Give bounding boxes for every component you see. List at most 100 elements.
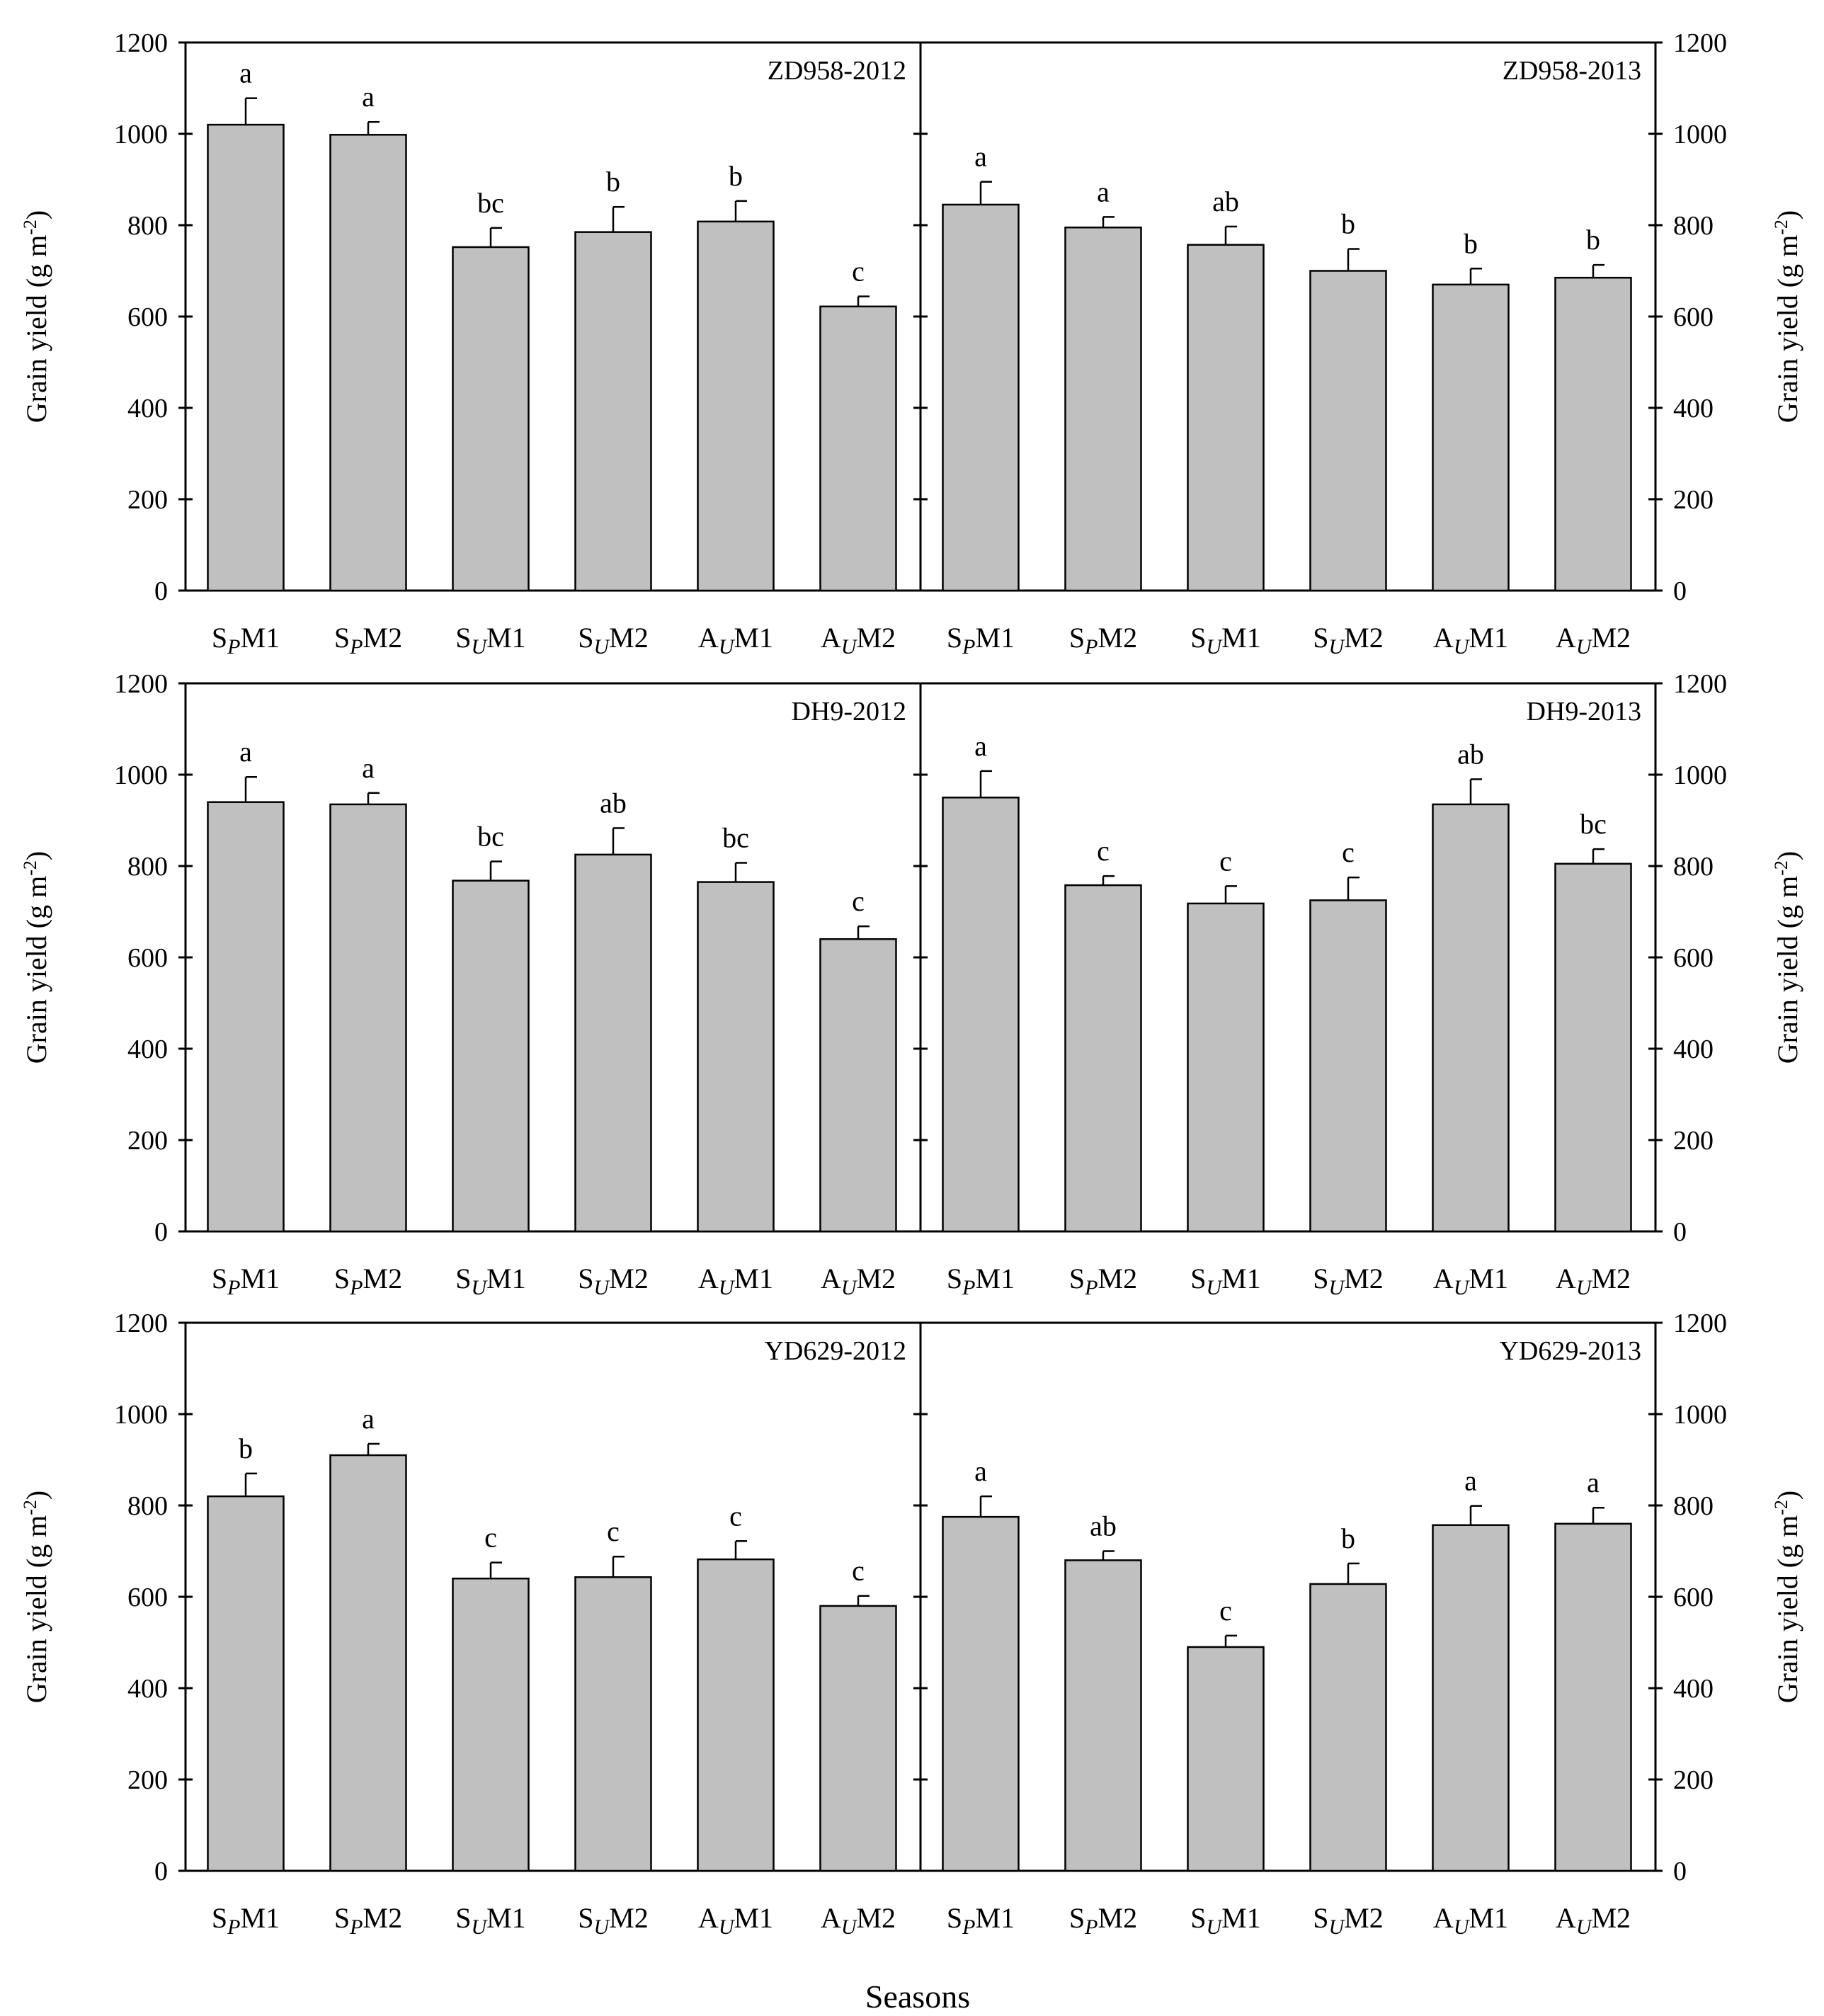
y-tick-label: 0	[1673, 576, 1687, 606]
y-tick-label: 800	[1673, 211, 1714, 241]
category-label: SUM2	[1313, 1902, 1384, 1939]
y-tick-label: 0	[154, 1857, 168, 1886]
y-tick-label: 1000	[114, 761, 168, 790]
category-label: SUM1	[455, 1263, 526, 1299]
bar	[207, 1495, 285, 1872]
x-axis-title: Seasons	[865, 1978, 970, 2015]
bar	[697, 881, 775, 1233]
category-label: SUM1	[1190, 622, 1261, 659]
significance-letter: a	[362, 1403, 375, 1435]
category-label: SPM1	[947, 622, 1015, 659]
y-tick-label: 200	[1673, 1126, 1714, 1156]
y-tick-label: 800	[1673, 1491, 1714, 1521]
significance-letter: a	[974, 141, 987, 173]
category-label: SUM2	[1313, 622, 1384, 659]
bar	[942, 797, 1020, 1233]
chart-panels: 0 200 400 600 800 1000 1200 Grain yield (g m-2)…	[20, 28, 1803, 1939]
bar	[697, 220, 775, 592]
y-tick-label: 200	[127, 1126, 168, 1156]
y-tick-label: 400	[1673, 1674, 1714, 1704]
category-label: AUM1	[698, 1263, 773, 1299]
category-label: SPM2	[1069, 622, 1137, 659]
significance-letter: a	[1097, 176, 1110, 207]
y-tick-label: 1200	[114, 1309, 168, 1338]
chart-panel: 0 200 400 600 800 1000 1200 Grain yield (g m-2)…	[913, 28, 1803, 659]
significance-letter: a	[1464, 1465, 1477, 1497]
panel-title: DH9-2013	[1526, 697, 1641, 727]
y-tick-label: 600	[1673, 1583, 1714, 1612]
y-tick-label: 1200	[1673, 28, 1727, 58]
significance-letter: b	[606, 166, 620, 198]
category-label: SUM2	[1313, 1263, 1384, 1299]
category-label: AUM1	[1433, 1263, 1508, 1299]
bar	[452, 879, 530, 1233]
significance-letter: ab	[1212, 186, 1239, 217]
bar	[452, 1577, 530, 1872]
y-tick-label: 0	[154, 1217, 168, 1247]
significance-letter: a	[362, 81, 375, 113]
y-tick-label: 200	[127, 485, 168, 515]
category-label: SUM1	[455, 1902, 526, 1939]
significance-letter: c	[1097, 835, 1110, 867]
bar	[1187, 902, 1265, 1233]
significance-letter: b	[1464, 227, 1478, 259]
y-tick-label: 400	[1673, 1035, 1714, 1064]
bar	[574, 853, 652, 1233]
category-label: AUM1	[1433, 1902, 1508, 1939]
category-label: AUM1	[698, 1902, 773, 1939]
category-label: SPM1	[212, 1902, 280, 1939]
category-label: SPM2	[1069, 1902, 1137, 1939]
y-axis-label: Grain yield (g m-2)	[20, 851, 52, 1064]
bar	[1187, 1646, 1265, 1872]
bar	[207, 123, 285, 592]
category-label: AUM1	[698, 622, 773, 659]
category-label: AUM1	[1433, 622, 1508, 659]
chart-panel: 0 200 400 600 800 1000 1200 Grain yield (g m-2)…	[20, 1309, 928, 1939]
y-tick-label: 0	[154, 576, 168, 606]
y-axis-label: Grain yield (g m-2)	[20, 210, 52, 423]
y-tick-label: 400	[127, 1674, 168, 1704]
y-tick-label: 600	[127, 302, 168, 332]
category-label: SUM1	[1190, 1263, 1261, 1299]
category-label: SPM1	[947, 1263, 1015, 1299]
y-axis-label: Grain yield (g m-2)	[1771, 851, 1803, 1064]
significance-letter: b	[1341, 208, 1355, 240]
bar	[1432, 1524, 1510, 1872]
category-label: SPM1	[947, 1902, 1015, 1939]
significance-letter: c	[852, 256, 865, 287]
bar	[942, 203, 1020, 592]
y-axis-label: Grain yield (g m-2)	[1771, 210, 1803, 423]
bar	[329, 1454, 407, 1872]
significance-letter: a	[239, 57, 252, 89]
panel-title: YD629-2013	[1499, 1336, 1641, 1366]
significance-letter: bc	[477, 821, 504, 853]
significance-letter: c	[607, 1515, 620, 1547]
bar	[1187, 244, 1265, 592]
significance-letter: b	[729, 160, 743, 192]
chart-panel: 0 200 400 600 800 1000 1200 Grain yield (g m-2)…	[913, 1309, 1803, 1939]
y-tick-label: 1200	[1673, 669, 1727, 699]
significance-letter: a	[239, 736, 252, 768]
y-tick-label: 0	[1673, 1217, 1687, 1247]
category-label: SUM2	[578, 1263, 649, 1299]
significance-letter: a	[1587, 1467, 1600, 1498]
bar	[1064, 884, 1142, 1233]
significance-letter: c	[484, 1522, 497, 1554]
category-label: AUM2	[821, 1902, 896, 1939]
category-label: SPM2	[334, 622, 402, 659]
category-label: SUM2	[578, 1902, 649, 1939]
significance-letter: a	[974, 1455, 987, 1487]
y-tick-label: 200	[127, 1765, 168, 1795]
y-tick-label: 0	[1673, 1857, 1687, 1886]
bar	[942, 1515, 1020, 1872]
significance-letter: a	[974, 730, 987, 762]
category-label: AUM2	[821, 1263, 896, 1299]
significance-letter: b	[1586, 224, 1600, 256]
bar	[207, 801, 285, 1233]
category-label: AUM2	[1556, 1263, 1631, 1299]
y-axis-label: Grain yield (g m-2)	[20, 1491, 52, 1704]
bar	[452, 246, 530, 592]
y-tick-label: 600	[1673, 302, 1714, 332]
chart-panel: 0 200 400 600 800 1000 1200 Grain yield (g m-2)…	[20, 669, 928, 1299]
significance-letter: ab	[600, 787, 627, 819]
